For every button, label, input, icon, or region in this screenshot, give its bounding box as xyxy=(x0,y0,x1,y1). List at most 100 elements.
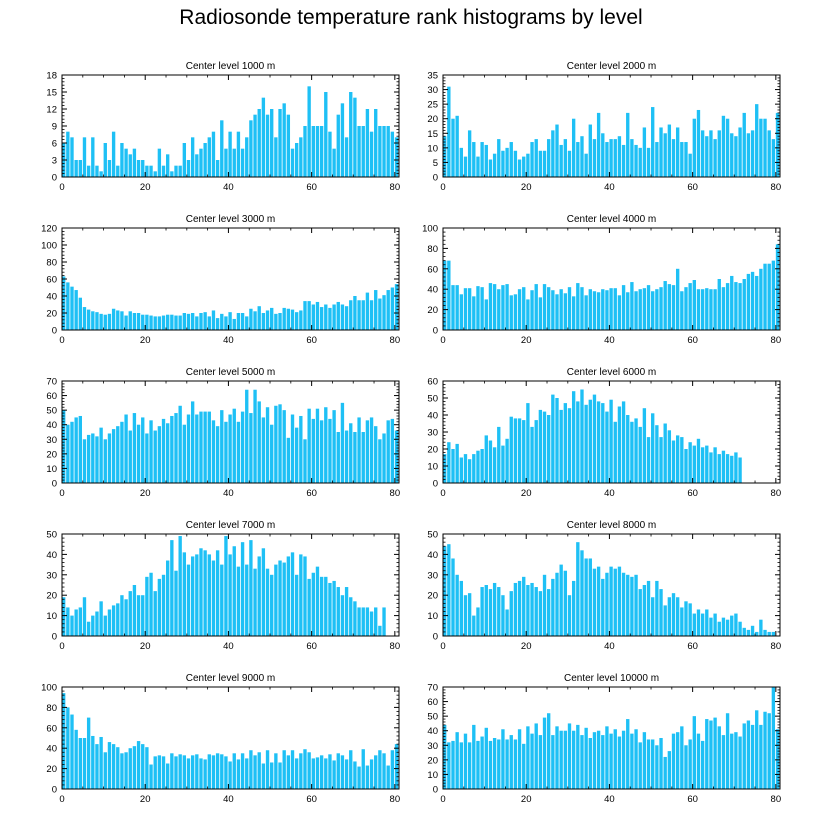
p1-ytick-label-9: 9 xyxy=(52,122,57,133)
p5-bar-60 xyxy=(311,418,315,483)
p10-bar-80 xyxy=(775,729,780,789)
p6-bar-64 xyxy=(709,452,713,483)
p9-bar-47 xyxy=(257,752,261,789)
p6-bar-14 xyxy=(501,445,505,483)
p5-bar-65 xyxy=(332,410,336,483)
p7-bar-26 xyxy=(170,540,174,636)
p5-bar-15 xyxy=(124,414,128,483)
p1-bar-21 xyxy=(149,165,153,177)
p3-bar-38 xyxy=(220,313,224,330)
p6-bar-65 xyxy=(713,447,717,483)
p4-bar-3 xyxy=(455,285,459,330)
p5-bar-17 xyxy=(132,413,137,483)
p10-bar-9 xyxy=(480,736,484,789)
p8-bar-63 xyxy=(705,609,709,636)
p10-bar-54 xyxy=(667,751,672,789)
p5-bar-72 xyxy=(361,432,365,483)
p1-bar-66 xyxy=(336,114,340,177)
p10-bar-10 xyxy=(484,727,488,789)
p1-bar-15 xyxy=(124,148,128,177)
p8-frame xyxy=(442,533,781,637)
p7-title: Center level 7000 m xyxy=(186,520,276,531)
p3-bar-22 xyxy=(153,316,157,330)
p2-bar-40 xyxy=(609,139,613,177)
p5-bar-43 xyxy=(240,411,245,483)
p8-bar-35 xyxy=(588,558,592,636)
p1-bar-64 xyxy=(328,131,332,177)
p2-bar-70 xyxy=(734,136,738,177)
p2-ytick-label-15: 15 xyxy=(427,129,438,140)
p7-bar-59 xyxy=(307,578,311,636)
p8-bar-33 xyxy=(580,550,584,636)
p5-bar-21 xyxy=(149,420,153,483)
p4-bar-71 xyxy=(738,283,742,330)
p7-bar-51 xyxy=(274,564,278,636)
p10-bar-71 xyxy=(738,736,742,789)
p1-bar-65 xyxy=(332,148,336,177)
p2-bar-43 xyxy=(621,144,626,177)
p10-bar-66 xyxy=(717,726,721,789)
p4-bar-19 xyxy=(522,287,526,330)
p1-bar-3 xyxy=(74,160,78,177)
p9-bar-64 xyxy=(328,754,332,789)
p3-bar-1 xyxy=(66,282,70,330)
p1-bar-20 xyxy=(145,165,149,177)
p4-bar-32 xyxy=(576,283,580,330)
p5-xtick-label-20: 20 xyxy=(140,488,151,499)
p6-bar-49 xyxy=(646,437,651,483)
p1-bar-8 xyxy=(95,165,99,177)
p1-xtick-label-80: 80 xyxy=(390,182,401,193)
p4-bar-10 xyxy=(484,299,488,330)
p10-bar-72 xyxy=(742,723,746,789)
p10-bar-70 xyxy=(734,732,738,789)
p1-bar-62 xyxy=(319,126,324,177)
p2-bar-27 xyxy=(555,124,559,177)
p7-bar-17 xyxy=(132,585,137,636)
p5-bar-47 xyxy=(257,401,261,483)
p6-bar-54 xyxy=(667,430,672,483)
p8-bar-73 xyxy=(746,629,751,636)
p5-bar-35 xyxy=(207,411,211,483)
p5-bar-19 xyxy=(141,417,145,483)
p10-title: Center level 10000 m xyxy=(564,673,659,684)
p7-ytick-label-10: 10 xyxy=(46,611,57,622)
p3-bar-69 xyxy=(349,300,353,330)
p9-bar-76 xyxy=(378,750,382,789)
p2-bar-75 xyxy=(755,104,759,177)
p5-bar-70 xyxy=(353,432,357,483)
p9-bar-12 xyxy=(111,744,116,789)
p1-xtick-label-0: 0 xyxy=(59,182,64,193)
p6-bar-71 xyxy=(738,457,742,483)
p8-bar-14 xyxy=(501,595,505,636)
p3-bar-64 xyxy=(328,307,332,330)
p10-bar-58 xyxy=(684,745,688,789)
p2-bar-57 xyxy=(680,142,684,177)
p9-xtick-label-40: 40 xyxy=(223,794,234,805)
p1-bar-19 xyxy=(141,160,145,177)
p9-bar-3 xyxy=(74,729,78,789)
p9-bar-51 xyxy=(274,753,278,789)
p5-bar-40 xyxy=(228,414,232,483)
p5-bar-24 xyxy=(161,418,166,483)
p4-bar-8 xyxy=(476,286,480,330)
p8-bar-34 xyxy=(584,558,588,636)
p7-bar-46 xyxy=(253,568,257,636)
p9-bar-34 xyxy=(203,759,207,789)
p4-bar-23 xyxy=(538,297,543,330)
p5-bar-16 xyxy=(128,430,132,483)
p10-ytick-label-60: 60 xyxy=(427,697,438,708)
p7-bar-49 xyxy=(265,568,270,636)
p5-bar-37 xyxy=(215,426,220,483)
p3-bar-76 xyxy=(378,298,382,330)
p4-bar-22 xyxy=(534,284,538,330)
p8-ytick-label-40: 40 xyxy=(427,550,438,561)
p9-bar-60 xyxy=(311,758,315,789)
p4-bar-15 xyxy=(505,284,509,330)
p10-bar-24 xyxy=(542,717,547,789)
p6-bar-67 xyxy=(721,450,726,483)
p7-bar-14 xyxy=(120,595,124,636)
p5-bar-30 xyxy=(186,414,191,483)
p9-bar-69 xyxy=(349,750,353,789)
p7-bar-66 xyxy=(336,587,340,636)
p6-bar-10 xyxy=(484,435,488,483)
